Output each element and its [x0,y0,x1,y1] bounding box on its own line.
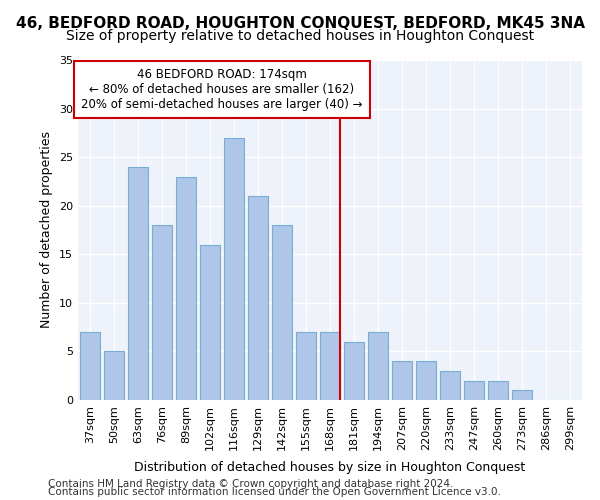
Text: Contains HM Land Registry data © Crown copyright and database right 2024.: Contains HM Land Registry data © Crown c… [48,479,454,489]
Bar [368,332,388,400]
Text: Contains public sector information licensed under the Open Government Licence v3: Contains public sector information licen… [48,487,501,497]
Text: 46, BEDFORD ROAD, HOUGHTON CONQUEST, BEDFORD, MK45 3NA: 46, BEDFORD ROAD, HOUGHTON CONQUEST, BED… [16,16,584,31]
Bar [248,196,268,400]
Bar [296,332,316,400]
X-axis label: Distribution of detached houses by size in Houghton Conquest: Distribution of detached houses by size … [134,461,526,474]
Text: 46 BEDFORD ROAD: 174sqm
← 80% of detached houses are smaller (162)
20% of semi-d: 46 BEDFORD ROAD: 174sqm ← 80% of detache… [81,68,363,111]
Bar [344,342,364,400]
Bar [440,371,460,400]
Bar [464,380,484,400]
Y-axis label: Number of detached properties: Number of detached properties [40,132,53,328]
Bar [200,244,220,400]
Bar [176,176,196,400]
Bar [104,352,124,400]
Bar [488,380,508,400]
Bar [416,361,436,400]
Bar [320,332,340,400]
Bar [272,225,292,400]
Bar [512,390,532,400]
Text: Size of property relative to detached houses in Houghton Conquest: Size of property relative to detached ho… [66,29,534,43]
Bar [392,361,412,400]
Bar [80,332,100,400]
Bar [224,138,244,400]
Bar [152,225,172,400]
Bar [128,167,148,400]
